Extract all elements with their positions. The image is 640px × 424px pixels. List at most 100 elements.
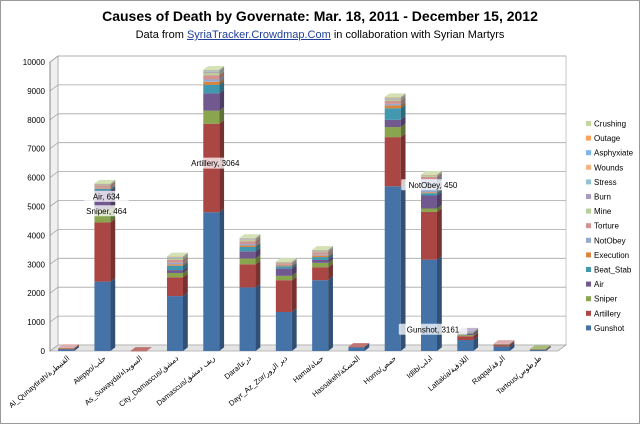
data-callout: Air, 634 [84, 190, 129, 202]
chart-title: Causes of Death by Governate: Mar. 18, 2… [102, 8, 538, 24]
bar-segment-notobey [275, 264, 292, 266]
bar-side-artillery [146, 347, 152, 351]
legend-swatch [586, 164, 591, 170]
bar-segment-sniper [421, 208, 437, 212]
y-tick-label: 7000 [27, 145, 45, 154]
bar-side-burn [400, 95, 406, 100]
legend-item: Artillery [586, 309, 621, 318]
bar-segment-mine [94, 184, 111, 186]
bar-side-artillery [545, 345, 551, 350]
x-category-label: Dara/درعا [222, 353, 253, 381]
bar-side-notobey [400, 100, 406, 106]
bar-segment-burn [384, 98, 401, 100]
legend: Crushing Outage Asphyxiate Wounds Stress Burn… [586, 120, 634, 333]
bar-side-sniper [74, 344, 79, 349]
bar-side-burn [255, 235, 261, 240]
bar-segment-burn [203, 71, 220, 73]
bar-segment-air [239, 251, 256, 259]
bar-side-notobey [255, 240, 261, 246]
bar-segment-mine [312, 251, 329, 253]
bar-segment-gunshot [421, 259, 437, 351]
bar-side-gunshot [255, 283, 261, 351]
y-tick-label: 9000 [27, 87, 45, 96]
bar-segment-beat_stab [421, 193, 437, 196]
bar-side-artillery [291, 276, 297, 312]
x-category-label: Aleppo/حلب [71, 353, 108, 386]
bar-segment-air [421, 195, 437, 209]
bar-side-wounds [183, 253, 188, 258]
bar-side-asphyxiate [437, 171, 442, 176]
bar-side-air [183, 266, 188, 273]
gridline-side [49, 257, 59, 265]
legend-swatch [586, 252, 591, 258]
y-tick-label: 1000 [27, 318, 45, 327]
bar-side-outage [255, 234, 261, 239]
x-category-label: Hama/حماة [291, 353, 326, 384]
legend-item: Sniper [586, 295, 617, 304]
y-tick-label: 8000 [27, 116, 45, 125]
bar-side-asphyxiate [183, 253, 188, 258]
bar-segment-torture [421, 176, 437, 180]
bar-side-artillery [110, 218, 116, 282]
legend-item: Crushing [586, 120, 626, 129]
bar-side-wounds [110, 180, 116, 185]
legend-item: Gunshot [586, 324, 625, 333]
bar-segment-mine [239, 239, 256, 242]
bar-side-burn [219, 68, 225, 73]
legend-swatch [586, 223, 591, 229]
gridline-side [49, 171, 59, 178]
bar-side-outage [400, 93, 406, 98]
legend-item: Beat_Stab [586, 266, 632, 275]
bar-side-mine [219, 69, 225, 76]
bar-side-gunshot [219, 208, 225, 351]
gridline-side [49, 55, 59, 63]
bar-segment-execution [275, 265, 292, 267]
bar-segment-torture [239, 241, 256, 245]
bar-side-air [400, 116, 406, 128]
data-callout: Gunshot, 3161 [398, 323, 468, 335]
y-tick-label: 0 [41, 347, 46, 356]
source-link[interactable]: SyriaTracker.Crowdmap.Com [186, 29, 331, 41]
bar-segment-execution [312, 255, 329, 258]
bar-segment-artillery [384, 137, 401, 187]
bar-segment-gunshot [457, 340, 474, 351]
bar-segment-burn [167, 257, 183, 259]
legend-swatch [586, 267, 591, 272]
bar-side-wounds [255, 234, 261, 239]
bar-side-torture [183, 256, 188, 263]
bar-side-crushing [437, 171, 442, 175]
bar-side-outage [437, 171, 442, 175]
bar-side-mine [291, 259, 297, 264]
bar-segment-torture [203, 75, 220, 80]
bar-side-air [509, 340, 515, 345]
legend-swatch [586, 194, 591, 199]
legend-label: Stress [594, 178, 617, 187]
legend-label: Sniper [594, 295, 617, 304]
bar-side-wounds [437, 171, 442, 176]
legend-swatch [586, 325, 591, 331]
data-callout-bg [401, 179, 465, 191]
bar-side-artillery [183, 273, 188, 297]
y-tick-label: 2000 [27, 289, 45, 298]
bar-side-execution [291, 261, 297, 267]
bar-segment-gunshot [203, 212, 220, 351]
bar-side-sniper [255, 254, 261, 265]
legend-item: Air [586, 280, 604, 289]
bar-segment-gunshot [167, 296, 183, 351]
bar-side-stress [219, 67, 225, 72]
bar-side-execution [219, 78, 225, 85]
bar-segment-artillery [348, 346, 365, 348]
bar-top [384, 93, 406, 97]
legend-label: Air [594, 280, 604, 289]
bar-segment-execution [94, 188, 111, 189]
bar-segment-artillery [239, 264, 256, 288]
legend-item: Asphyxiate [586, 149, 634, 158]
data-callout-text: Air, 634 [93, 192, 121, 201]
x-category-label: Idlib/ادلب [405, 354, 434, 381]
bar-side-crushing [400, 93, 406, 98]
legend-label: Gunshot [594, 324, 625, 333]
data-callout-text: Artillery, 3064 [191, 159, 240, 168]
legend-label: Wounds [594, 163, 623, 172]
legend-label: NotObey [594, 236, 626, 245]
bars-group [58, 66, 551, 352]
